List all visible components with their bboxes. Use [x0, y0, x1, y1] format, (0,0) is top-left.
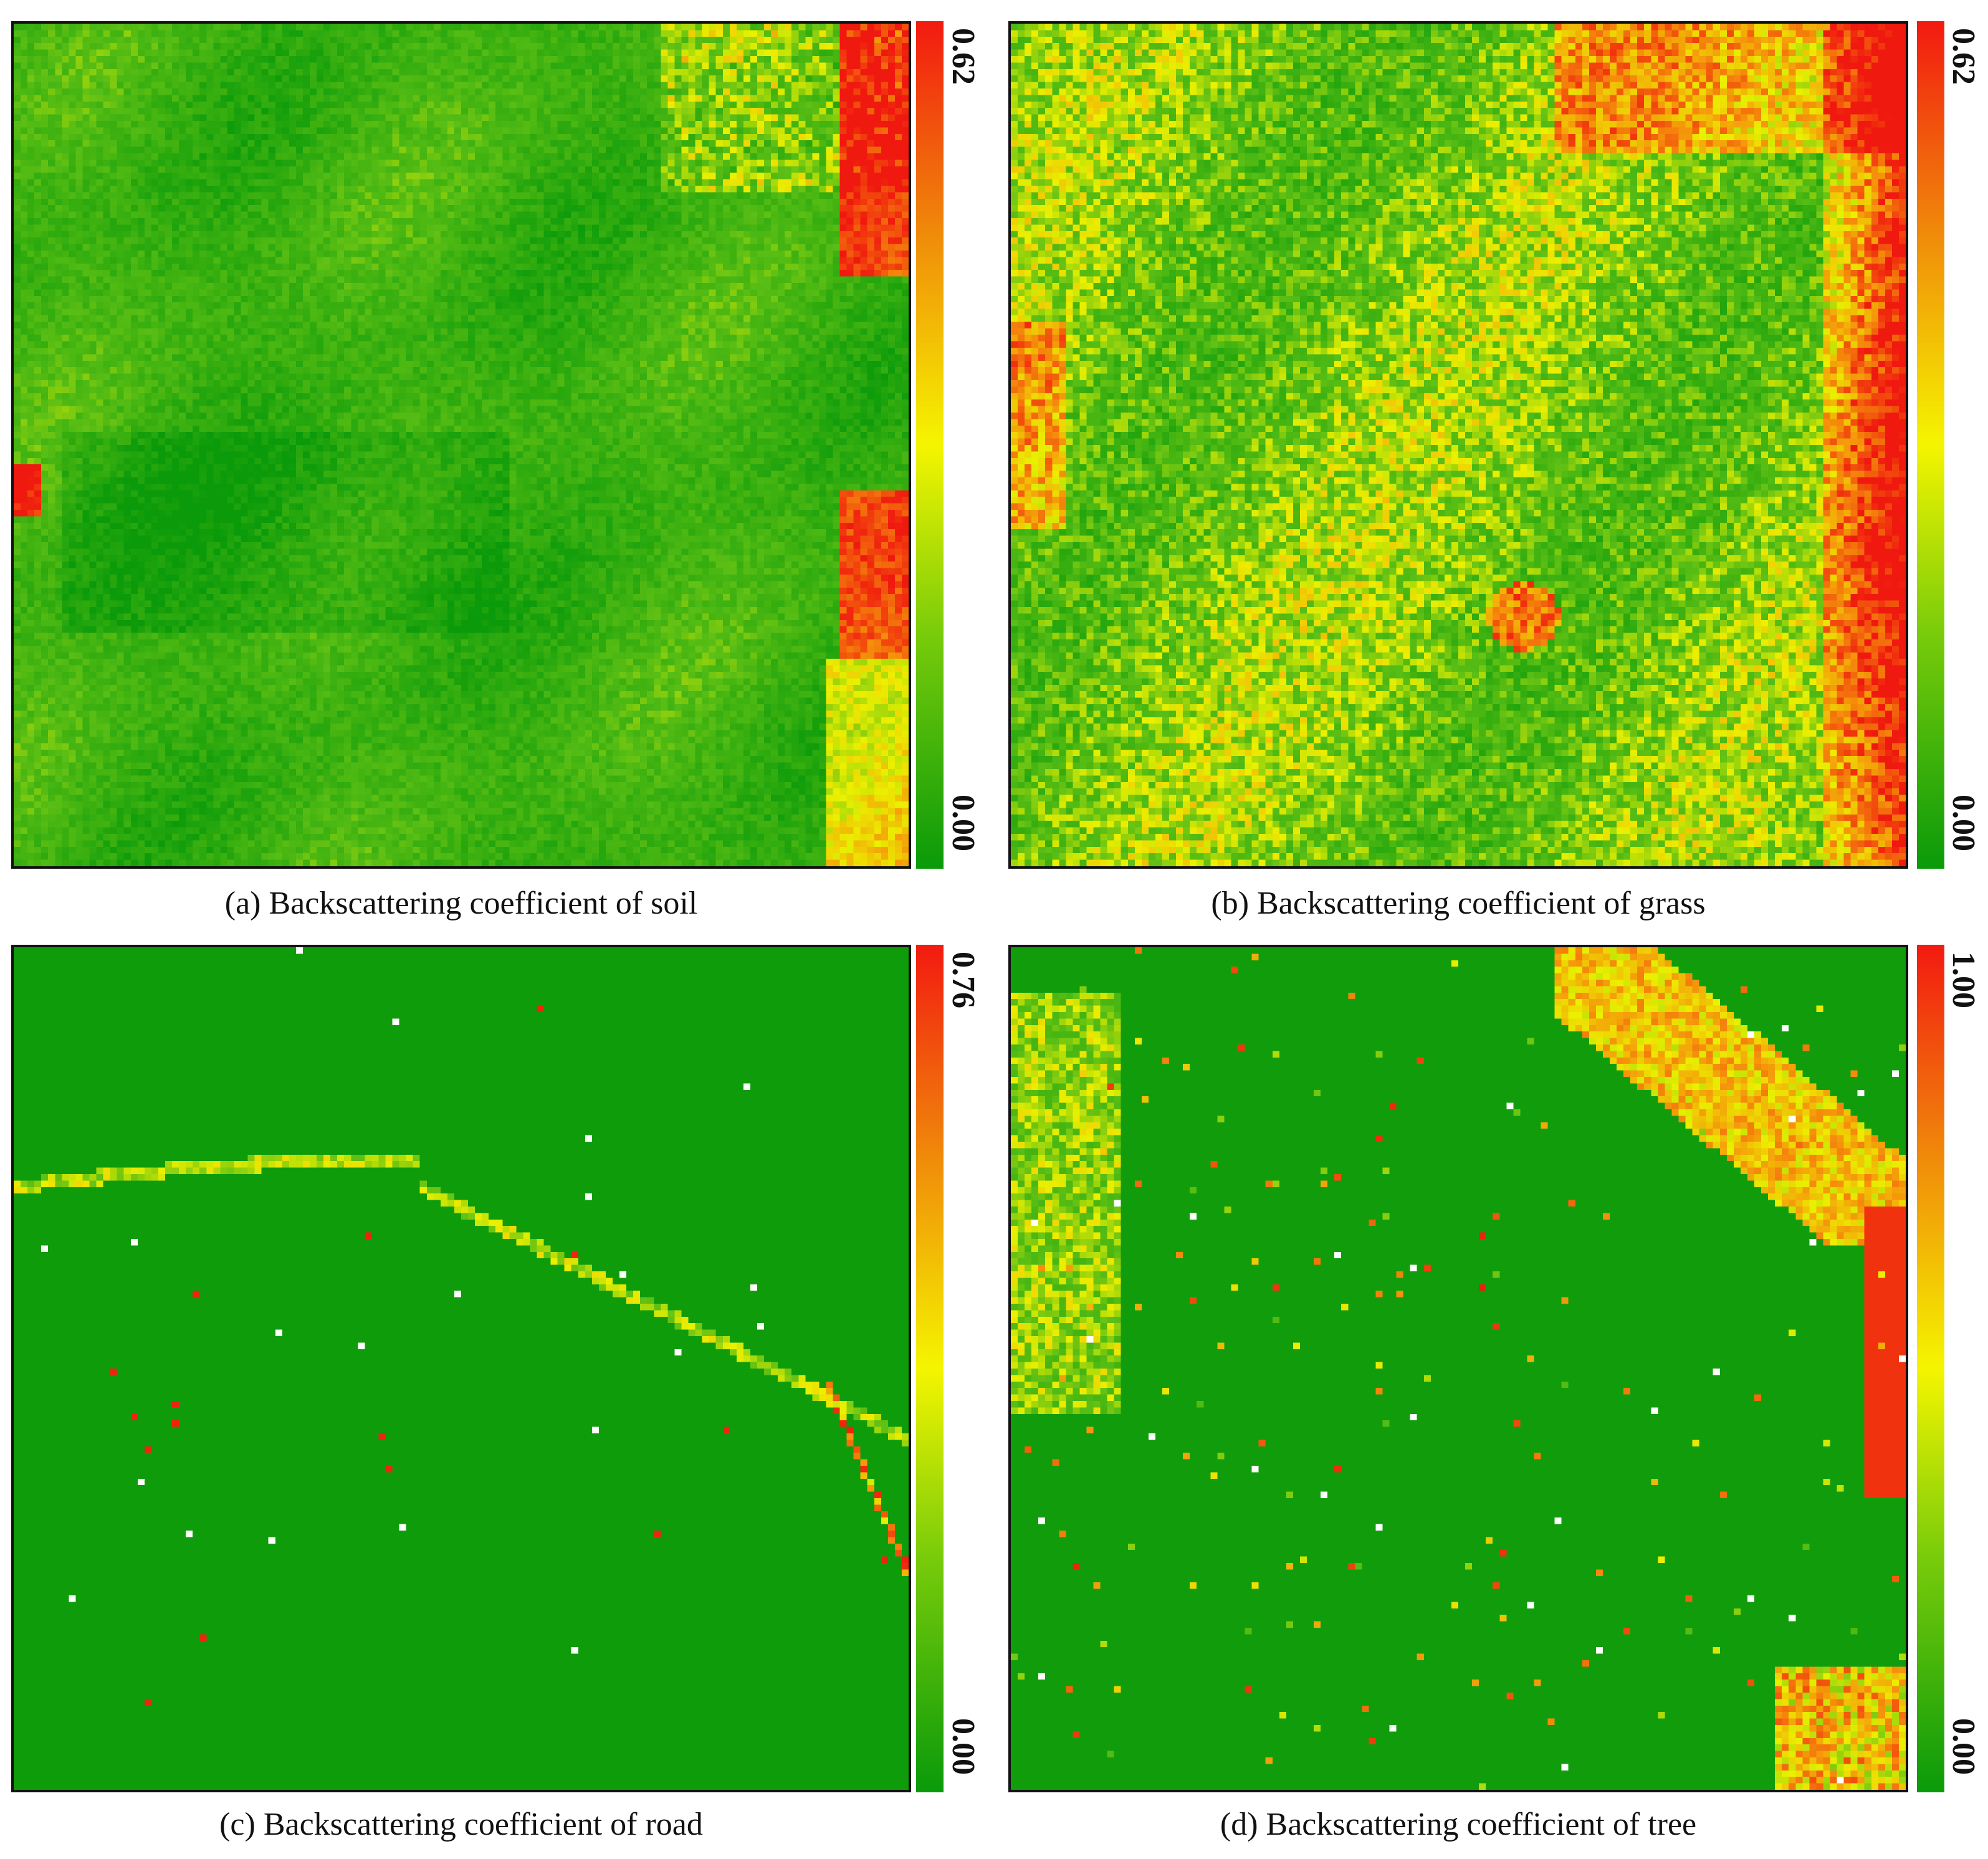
heatmap-tree — [1008, 945, 1908, 1792]
caption-grass: (b) Backscattering coefficient of grass — [1211, 886, 1706, 921]
caption-road: (c) Backscattering coefficient of road — [219, 1807, 703, 1842]
colorbar-road — [916, 945, 944, 1792]
colorbar-tree-max-label: 1.00 — [1946, 952, 1981, 1008]
heatmap-soil — [11, 21, 911, 869]
colorbar-soil-max-label: 0.62 — [945, 28, 981, 85]
colorbar-road-max-label: 0.76 — [945, 952, 981, 1008]
heatmap-grass — [1008, 21, 1908, 869]
colorbar-soil-min-label: 0.00 — [945, 795, 981, 851]
colorbar-grass-max-label: 0.62 — [1946, 28, 1981, 85]
colorbar-tree — [1917, 945, 1944, 1792]
colorbar-grass — [1917, 21, 1944, 869]
heatmap-road-canvas — [14, 947, 909, 1790]
heatmap-soil-canvas — [14, 24, 909, 866]
colorbar-soil — [916, 21, 944, 869]
colorbar-road-min-label: 0.00 — [945, 1718, 981, 1775]
caption-tree: (d) Backscattering coefficient of tree — [1220, 1807, 1697, 1842]
heatmap-road — [11, 945, 911, 1792]
colorbar-grass-min-label: 0.00 — [1946, 795, 1981, 851]
colorbar-tree-min-label: 0.00 — [1946, 1718, 1981, 1775]
heatmap-grass-canvas — [1011, 24, 1906, 866]
heatmap-tree-canvas — [1011, 947, 1906, 1790]
caption-soil: (a) Backscattering coefficient of soil — [224, 886, 698, 921]
